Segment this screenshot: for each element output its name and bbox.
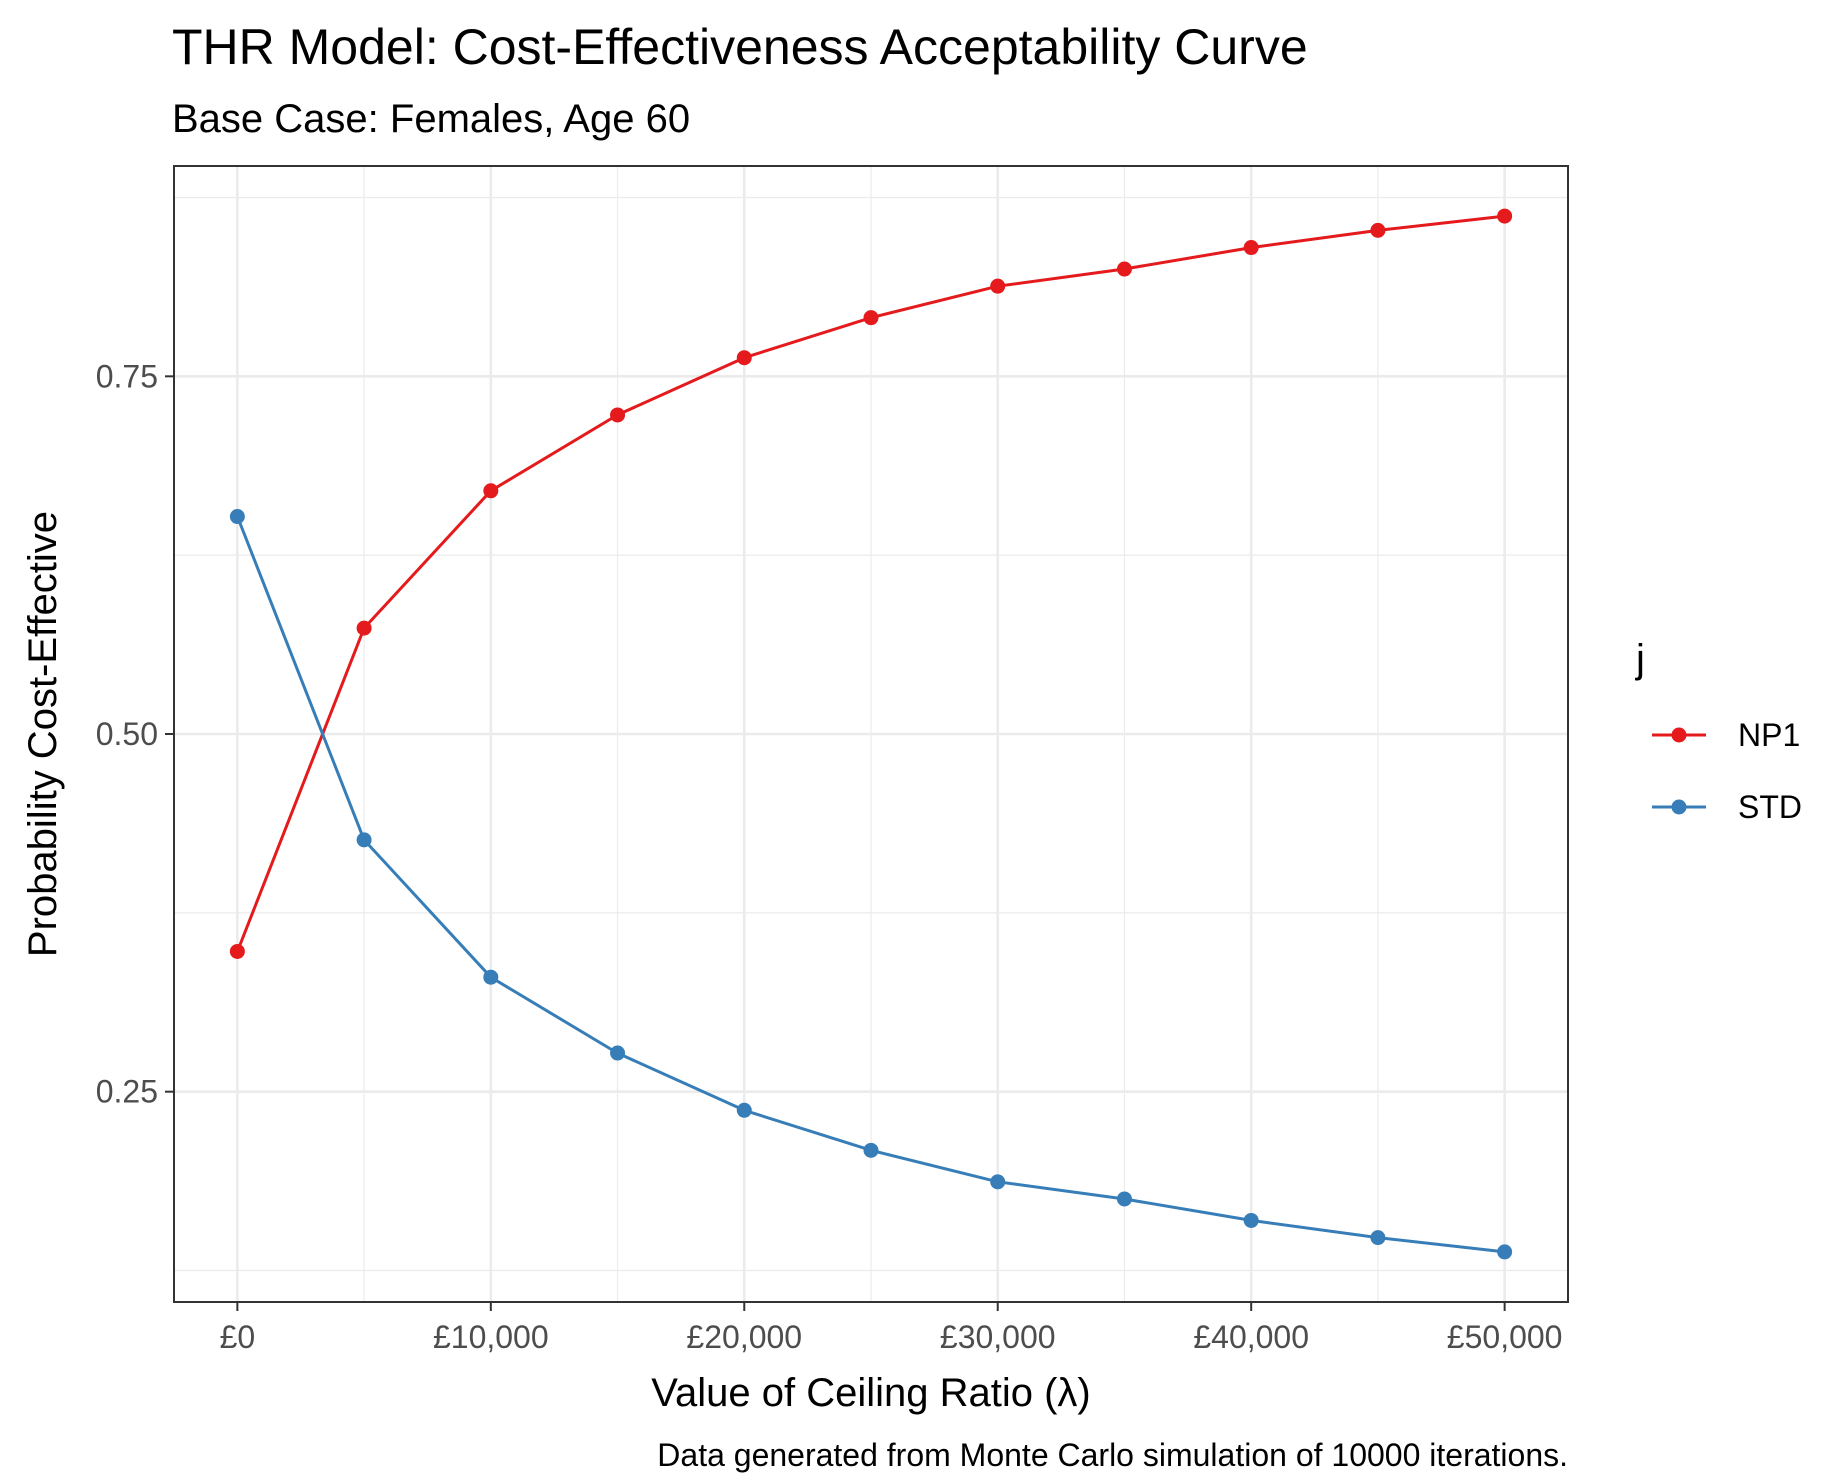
- data-point-np1: [610, 407, 626, 423]
- data-point-np1: [356, 620, 372, 636]
- data-point-std: [990, 1174, 1006, 1190]
- x-tick-label: £0: [220, 1319, 256, 1355]
- legend: j NP1 STD: [1635, 637, 1802, 825]
- data-point-np1: [990, 278, 1006, 294]
- data-point-std: [1116, 1191, 1132, 1207]
- grid-major: [174, 166, 1568, 1302]
- data-point-np1: [863, 310, 879, 326]
- data-point-std: [1243, 1212, 1259, 1228]
- chart-caption: Data generated from Monte Carlo simulati…: [657, 1437, 1568, 1473]
- x-tick-label: £50,000: [1447, 1319, 1563, 1355]
- data-point-np1: [483, 483, 499, 499]
- legend-label: STD: [1738, 789, 1802, 825]
- plot-panel: [173, 165, 1569, 1303]
- y-tick-label: 0.25: [96, 1074, 158, 1110]
- x-tick-label: £20,000: [686, 1319, 802, 1355]
- y-tick-label: 0.75: [96, 358, 158, 394]
- data-point-np1: [1243, 240, 1259, 256]
- data-point-std: [610, 1045, 626, 1061]
- data-point-std: [229, 509, 245, 525]
- x-axis: £0 £10,000 £20,000 £30,000 £40,000 £50,000: [220, 1302, 1563, 1355]
- data-point-np1: [1497, 208, 1513, 224]
- chart-subtitle: Base Case: Females, Age 60: [172, 97, 690, 141]
- legend-title: j: [1635, 637, 1645, 681]
- legend-item-std: STD: [1652, 789, 1802, 825]
- series-layer: [229, 208, 1513, 1260]
- x-tick-label: £40,000: [1193, 1319, 1309, 1355]
- data-point-np1: [736, 350, 752, 366]
- legend-item-np1: NP1: [1652, 717, 1800, 753]
- data-point-std: [483, 969, 499, 985]
- data-point-std: [356, 832, 372, 848]
- legend-key-point: [1671, 799, 1687, 815]
- x-tick-label: £10,000: [433, 1319, 549, 1355]
- y-tick-label: 0.50: [96, 716, 158, 752]
- data-point-np1: [1370, 222, 1386, 238]
- data-point-std: [863, 1142, 879, 1158]
- data-point-np1: [229, 943, 245, 959]
- data-point-std: [1497, 1244, 1513, 1260]
- y-axis: 0.25 0.50 0.75: [96, 358, 174, 1110]
- data-point-std: [736, 1102, 752, 1118]
- x-tick-label: £30,000: [940, 1319, 1056, 1355]
- x-axis-title: Value of Ceiling Ratio (λ): [651, 1371, 1090, 1415]
- data-point-std: [1370, 1230, 1386, 1246]
- legend-key-point: [1671, 727, 1687, 743]
- legend-label: NP1: [1738, 717, 1800, 753]
- chart-title: THR Model: Cost-Effectiveness Acceptabil…: [172, 19, 1308, 75]
- data-point-np1: [1116, 261, 1132, 277]
- y-axis-title: Probability Cost-Effective: [21, 511, 65, 957]
